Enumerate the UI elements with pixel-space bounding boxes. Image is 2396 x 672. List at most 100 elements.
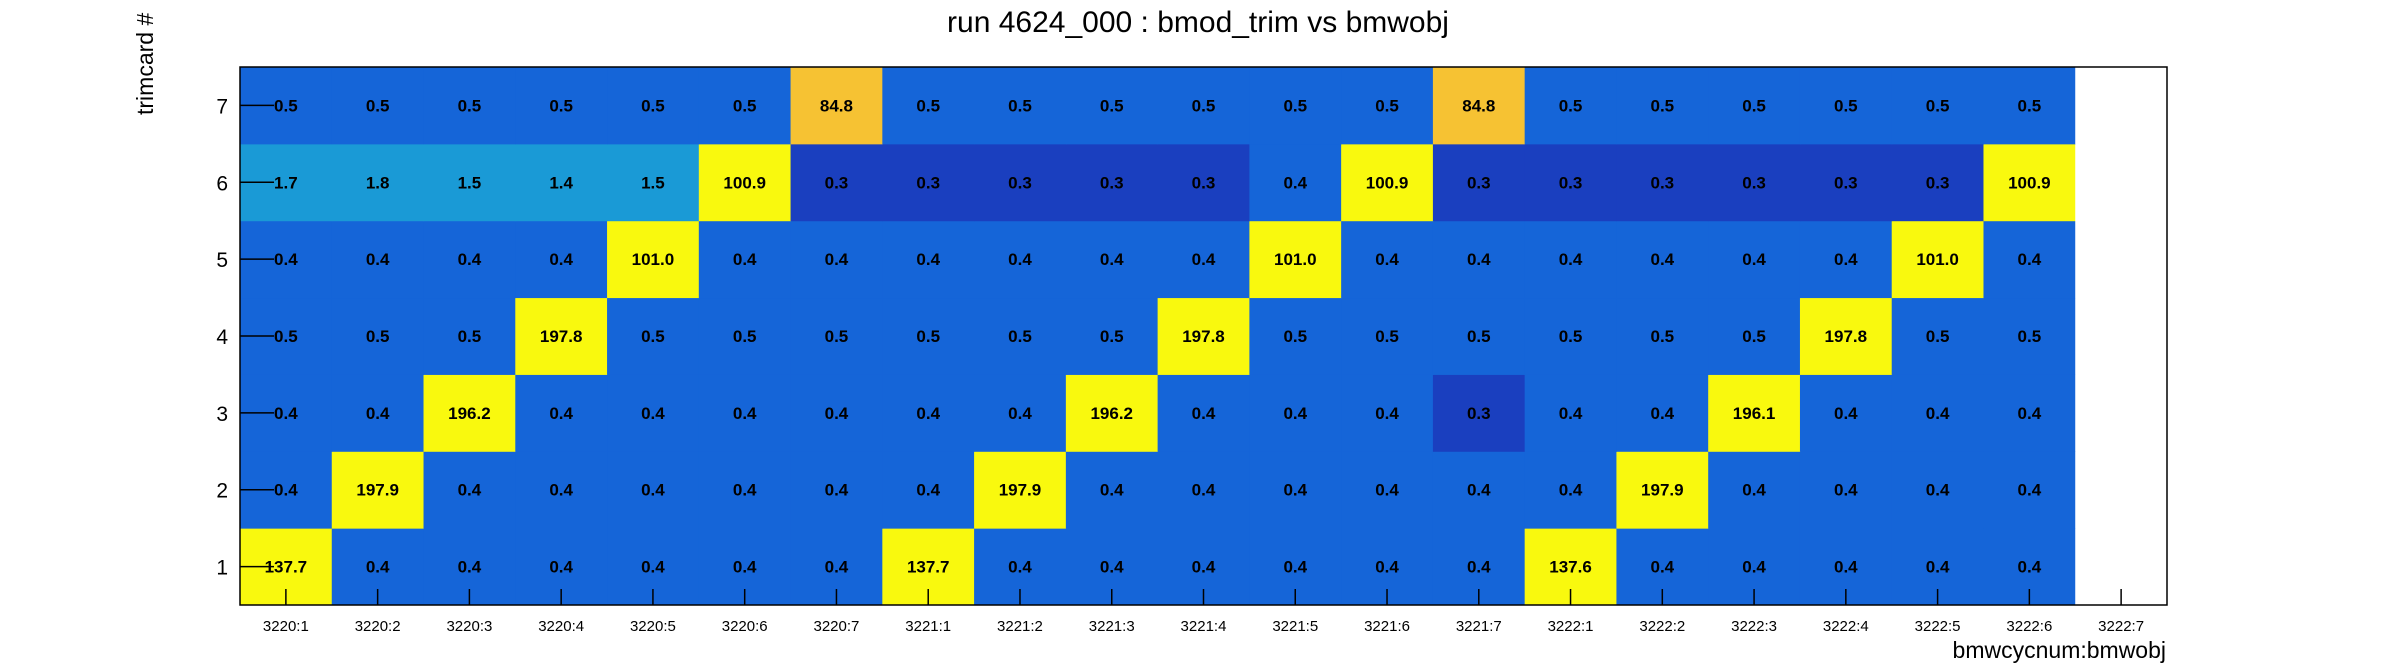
heatmap-cell (1341, 220, 1434, 299)
cell-value-label: 84.8 (1462, 96, 1495, 115)
heatmap-cell (790, 297, 883, 375)
cell-value-label: 0.5 (1926, 96, 1950, 115)
cell-value-label: 0.4 (1192, 250, 1216, 269)
cell-value-label: 0.4 (1192, 558, 1216, 577)
heatmap-cell (1341, 143, 1434, 222)
cell-value-label: 0.4 (1375, 404, 1399, 423)
heatmap-cell (331, 374, 425, 452)
cell-value-label: 197.9 (356, 481, 399, 500)
cell-value-label: 100.9 (2008, 173, 2051, 192)
cell-value-label: 0.4 (458, 481, 482, 500)
cell-value-label: 100.9 (1366, 173, 1409, 192)
cell-value-label: 0.4 (2018, 558, 2042, 577)
cell-value-label: 0.4 (2018, 404, 2042, 423)
heatmap-cell (1432, 220, 1526, 299)
cell-value-label: 0.4 (733, 404, 757, 423)
x-tick-label: 3220:6 (722, 618, 768, 635)
heatmap-cell (2075, 67, 2168, 145)
heatmap-cell (1249, 374, 1342, 452)
heatmap-cell (698, 297, 792, 375)
cell-value-label: 0.3 (1926, 173, 1950, 192)
cell-value-label: 0.4 (1650, 558, 1674, 577)
heatmap-cell (515, 143, 608, 222)
cell-value-label: 0.5 (641, 327, 665, 346)
y-tick-label: 4 (216, 326, 228, 349)
cell-value-label: 0.4 (1926, 404, 1950, 423)
heatmap-cell (974, 220, 1067, 299)
cell-value-label: 0.5 (1008, 327, 1032, 346)
cell-value-label: 0.5 (1100, 327, 1124, 346)
cell-value-label: 0.3 (1559, 173, 1583, 192)
heatmap-cell (1616, 220, 1709, 299)
x-tick-label: 3222:4 (1823, 618, 1869, 635)
cell-value-label: 0.4 (366, 404, 390, 423)
cell-value-label: 196.1 (1733, 404, 1776, 423)
x-tick-label: 3221:4 (1181, 618, 1227, 635)
cell-value-label: 0.4 (1283, 558, 1307, 577)
cell-value-label: 0.4 (1742, 481, 1766, 500)
cell-value-label: 0.4 (733, 481, 757, 500)
cell-value-label: 0.4 (916, 481, 940, 500)
cell-value-label: 0.5 (1100, 96, 1124, 115)
cell-value-label: 0.3 (1467, 173, 1491, 192)
heatmap-cell (1983, 67, 2076, 145)
cell-value-label: 0.4 (916, 404, 940, 423)
cell-value-label: 197.8 (1182, 327, 1225, 346)
heatmap-cell (1708, 67, 1801, 145)
x-tick-label: 3221:1 (905, 618, 951, 635)
cell-value-label: 0.4 (1559, 250, 1583, 269)
cell-value-label: 0.5 (1467, 327, 1491, 346)
heatmap-cell (1249, 143, 1342, 222)
cell-value-label: 0.5 (1192, 96, 1216, 115)
heatmap-cell (1983, 374, 2076, 452)
heatmap-cell (423, 143, 516, 222)
heatmap-cell (607, 297, 700, 375)
x-tick-label: 3221:2 (997, 618, 1043, 635)
heatmap-cell (1799, 374, 1893, 452)
cell-value-label: 0.5 (458, 96, 482, 115)
y-axis: 1 2 3 4 5 6 7 (216, 95, 274, 580)
cell-value-label: 137.7 (265, 558, 308, 577)
heatmap-cell (331, 67, 425, 145)
heatmap-cell (1157, 67, 1250, 145)
heatmap-cell (1891, 143, 1984, 222)
cell-value-labels: 137.7 0.4 0.4 0.4 0.4 0.4 0.4 137.7 0.4 0.4 0.4 0.4… (265, 96, 2051, 576)
heatmap-cell (1524, 67, 1617, 145)
cell-value-label: 1.5 (641, 173, 665, 192)
cell-value-label: 0.5 (1926, 327, 1950, 346)
heatmap-cell (331, 451, 425, 529)
heatmap-cell (515, 220, 608, 299)
cell-value-label: 0.3 (1192, 173, 1216, 192)
heatmap-cell (790, 67, 883, 145)
cell-value-label: 0.4 (1467, 250, 1491, 269)
heatmap-cell (1983, 220, 2076, 299)
cell-value-label: 0.4 (733, 558, 757, 577)
heatmap-cell (1616, 143, 1709, 222)
heatmap-cell (515, 297, 608, 375)
cell-value-label: 0.5 (825, 327, 849, 346)
x-axis: 3220:1 3220:2 3220:3 3220:4 3220:5 3220:6 3220… (263, 589, 2144, 635)
x-tick-label: 3220:2 (355, 618, 401, 635)
heatmap-cell (1708, 374, 1801, 452)
cell-value-label: 0.4 (366, 250, 390, 269)
cell-value-label: 0.4 (458, 558, 482, 577)
heatmap-cell (1341, 451, 1434, 529)
cell-value-label: 0.4 (1100, 481, 1124, 500)
y-tick-label: 3 (216, 403, 228, 426)
cell-value-label: 0.4 (1375, 250, 1399, 269)
heatmap-cell (1341, 297, 1434, 375)
heatmap-cell (2075, 220, 2168, 299)
cell-value-label: 0.5 (2018, 327, 2042, 346)
cell-value-label: 0.5 (2018, 96, 2042, 115)
heatmap-cell (607, 451, 700, 529)
heatmap-cell (698, 67, 792, 145)
heatmap-cell (607, 143, 700, 222)
heatmap-cell (2075, 297, 2168, 375)
cell-value-label: 0.4 (1834, 481, 1858, 500)
cell-value-label: 0.4 (274, 404, 298, 423)
heatmap-cell (790, 451, 883, 529)
cell-value-label: 0.4 (1008, 404, 1032, 423)
cell-value-label: 0.3 (1742, 173, 1766, 192)
cell-value-label: 0.4 (458, 250, 482, 269)
heatmap-cell (1799, 451, 1893, 529)
